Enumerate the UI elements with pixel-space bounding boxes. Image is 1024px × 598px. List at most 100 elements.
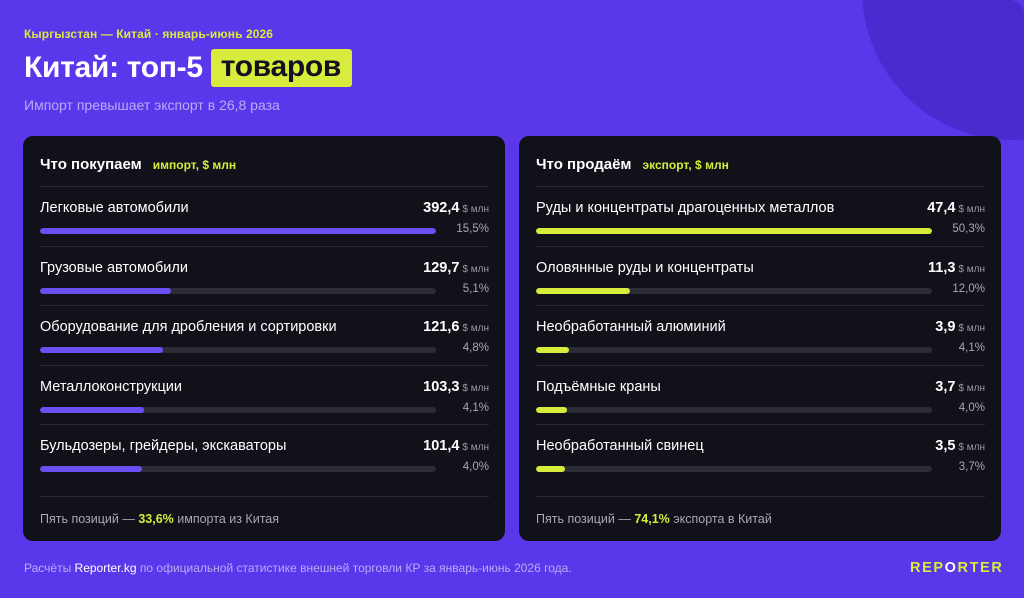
source-tail: по официальной статистике внешней торгов… xyxy=(136,561,572,575)
page-title: Китай: топ-5 товаров xyxy=(24,47,353,89)
title-highlight: товаров xyxy=(210,49,353,87)
export-row-share: 50,3% xyxy=(952,223,985,235)
export-value-unit: $ млн xyxy=(958,442,985,454)
export-row-label: Необработанный свинец xyxy=(536,438,704,455)
import-panel-title: Что покупаем xyxy=(40,156,142,173)
export-footer-share: 74,1% xyxy=(634,512,670,526)
import-row-label: Оборудование для дробления и сортировки xyxy=(40,319,337,336)
import-bar xyxy=(40,406,145,413)
export-row: Руды и концентраты драгоценных металлов 4… xyxy=(536,186,985,246)
import-row: Грузовые автомобили 129,7 $ млн 5,1% xyxy=(40,245,489,306)
export-footer-text: Пять позиций — xyxy=(536,512,635,526)
title-main: Китай: топ-5 xyxy=(24,51,203,84)
export-value-unit: $ млн xyxy=(958,382,985,394)
subtitle: Импорт превышает экспорт в 26,8 раза xyxy=(24,97,280,113)
import-bar-track xyxy=(40,406,436,413)
import-value-number: 129,7 xyxy=(423,259,460,276)
export-panel-unit: экспорт, $ млн xyxy=(642,158,729,172)
export-row-value: 3,5 $ млн xyxy=(935,438,985,454)
import-footer-text: Пять позиций — xyxy=(40,512,139,526)
import-panel-unit: импорт, $ млн xyxy=(152,158,237,172)
import-row-share: 4,1% xyxy=(462,401,489,414)
export-bar xyxy=(536,287,631,294)
export-row-label: Оловянные руды и концентраты xyxy=(536,259,754,276)
import-row-share: 4,8% xyxy=(462,342,489,355)
export-value-number: 3,9 xyxy=(935,319,956,336)
export-row: Подъёмные краны 3,7 $ млн 4,0% xyxy=(536,364,985,425)
import-bar-track xyxy=(40,287,436,294)
export-row: Необработанный алюминий 3,9 $ млн 4,1% xyxy=(536,305,985,365)
export-value-unit: $ млн xyxy=(958,204,985,215)
import-value-unit: $ млн xyxy=(462,382,489,394)
export-value-number: 47,4 xyxy=(927,200,956,216)
import-value-unit: $ млн xyxy=(462,204,489,215)
export-row-label: Руды и концентраты драгоценных металлов xyxy=(536,200,835,216)
export-row-share: 4,1% xyxy=(958,342,985,355)
source-text: Расчёты xyxy=(24,561,75,575)
import-bar-track xyxy=(40,466,436,473)
logo-part-2: O xyxy=(944,560,958,576)
import-row-share: 4,0% xyxy=(462,461,489,474)
export-bar-track xyxy=(536,466,932,473)
export-panel: Что продаём экспорт, $ млн Руды и концен… xyxy=(519,136,1001,541)
export-bar-track xyxy=(536,228,932,234)
import-value-unit: $ млн xyxy=(462,442,489,454)
import-value-unit: $ млн xyxy=(462,263,489,275)
import-value-number: 101,4 xyxy=(423,438,460,455)
import-value-number: 392,4 xyxy=(423,200,460,216)
import-footer-tail: импорта из Китая xyxy=(173,512,279,526)
import-row-label: Легковые автомобили xyxy=(40,200,189,216)
export-row-share: 12,0% xyxy=(952,282,985,295)
export-row: Оловянные руды и концентраты 11,3 $ млн 12,… xyxy=(536,245,985,306)
import-row-label: Грузовые автомобили xyxy=(40,259,188,276)
reporter-logo[interactable]: REPORTER xyxy=(910,560,1003,576)
import-bar xyxy=(40,347,163,354)
export-row-value: 3,7 $ млн xyxy=(935,379,985,395)
export-row-share: 3,7% xyxy=(958,461,985,474)
export-panel-title: Что продаём xyxy=(536,156,632,173)
source-link[interactable]: Reporter.kg xyxy=(74,561,137,575)
import-bar xyxy=(40,287,171,294)
export-row-value: 47,4 $ млн xyxy=(927,200,985,216)
export-value-number: 11,3 xyxy=(928,259,956,276)
export-panel-header: Что продаём экспорт, $ млн xyxy=(536,156,729,173)
export-bar xyxy=(536,406,567,413)
import-row-value: 129,7 $ млн xyxy=(423,260,489,276)
import-row-share: 15,5% xyxy=(456,223,489,235)
import-value-number: 121,6 xyxy=(423,319,460,336)
import-panel-footer: Пять позиций — 33,6% импорта из Китая xyxy=(40,496,489,541)
import-bar-track xyxy=(40,347,436,354)
export-bar-track xyxy=(536,347,932,354)
import-row: Бульдозеры, грейдеры, экскаваторы 101,4 $ … xyxy=(40,424,489,484)
export-footer-tail: экспорта в Китай xyxy=(669,512,772,526)
import-panel-header: Что покупаем импорт, $ млн xyxy=(40,156,236,173)
import-row-share: 5,1% xyxy=(462,282,489,295)
import-bar xyxy=(40,228,436,234)
export-value-unit: $ млн xyxy=(958,263,985,275)
export-bar-track xyxy=(536,287,932,294)
decorative-circle xyxy=(862,0,1024,140)
export-row-label: Необработанный алюминий xyxy=(536,319,726,336)
export-row-share: 4,0% xyxy=(958,401,985,414)
export-row-value: 3,9 $ млн xyxy=(935,319,985,335)
import-row: Легковые автомобили 392,4 $ млн 15,5% xyxy=(40,186,489,246)
export-value-unit: $ млн xyxy=(958,323,985,335)
import-rows: Легковые автомобили 392,4 $ млн 15,5% Грузов… xyxy=(40,186,489,484)
import-bar xyxy=(40,466,143,473)
import-row-value: 101,4 $ млн xyxy=(423,438,489,454)
logo-part-3: RTER xyxy=(957,560,1004,576)
source-note: Расчёты Reporter.kg по официальной стати… xyxy=(24,561,572,575)
export-row-value: 11,3 $ млн xyxy=(928,260,985,276)
import-panel: Что покупаем импорт, $ млн Легковые авто… xyxy=(23,136,505,541)
logo-part-1: REP xyxy=(910,560,945,576)
export-bar xyxy=(536,466,566,473)
export-value-number: 3,5 xyxy=(935,438,956,455)
import-row-value: 121,6 $ млн xyxy=(423,319,489,335)
export-panel-footer: Пять позиций — 74,1% экспорта в Китай xyxy=(536,496,985,541)
import-row-label: Бульдозеры, грейдеры, экскаваторы xyxy=(40,438,287,455)
import-value-unit: $ млн xyxy=(462,323,489,335)
import-row: Оборудование для дробления и сортировки 1… xyxy=(40,305,489,365)
export-bar xyxy=(536,228,932,234)
import-row-label: Металлоконструкции xyxy=(40,378,182,395)
